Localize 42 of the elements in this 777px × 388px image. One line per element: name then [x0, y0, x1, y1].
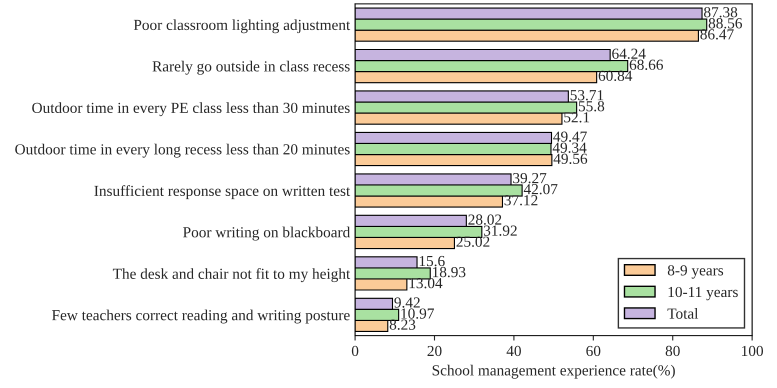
y-tick-label: Outdoor time in every long recess less than 20 minutes — [15, 144, 350, 158]
data-label: 13.04 — [410, 278, 442, 288]
data-label: 39.27 — [513, 172, 546, 184]
x-tick-label: 0 — [352, 346, 358, 356]
x-axis-title: School management experience rate(%) — [432, 364, 675, 379]
data-label: 31.92 — [484, 226, 517, 236]
data-label: 37.12 — [504, 195, 538, 206]
y-tick-label: Outdoor time in every PE class less than 30 minutes — [32, 102, 350, 116]
data-label: 25.02 — [456, 236, 490, 247]
data-label: 49.47 — [553, 132, 587, 142]
x-tick-label: 20 — [428, 346, 442, 356]
y-tick-label: Few teachers correct reading and writing posture — [52, 310, 350, 324]
data-label: 8.23 — [390, 319, 416, 330]
y-tick-label: Poor classroom lighting adjustment — [134, 19, 350, 34]
data-label: 15.6 — [420, 256, 445, 266]
data-label: 68.66 — [630, 60, 664, 70]
x-tick-label: 100 — [742, 346, 764, 356]
y-tick-label: The desk and chair not fit to my height — [112, 268, 350, 282]
legend-label: 10-11 years — [668, 286, 738, 300]
data-label: 49.34 — [552, 142, 587, 153]
x-tick-label: 60 — [586, 346, 600, 356]
data-label: 86.47 — [700, 29, 734, 40]
data-label: 49.56 — [554, 154, 588, 164]
data-label: 52.1 — [564, 112, 590, 122]
x-tick-label: 80 — [666, 346, 680, 356]
data-label: 87.38 — [704, 7, 738, 18]
data-label: 18.93 — [432, 266, 466, 278]
data-label: 53.71 — [570, 90, 604, 100]
y-tick-label: Insufficient response space on written test — [94, 185, 350, 200]
legend-label: Total — [668, 308, 698, 319]
data-label: 9.42 — [394, 297, 420, 308]
data-label: 28.02 — [468, 214, 502, 225]
x-tick-label: 40 — [506, 346, 521, 356]
data-label: 10.97 — [401, 308, 434, 319]
data-label: 55.8 — [578, 101, 604, 112]
data-label: 64.24 — [612, 48, 646, 59]
legend-label: 8-9 years — [668, 265, 724, 279]
data-label: 42.07 — [524, 184, 558, 194]
y-tick-label: Rarely go outside in class recess — [152, 60, 350, 75]
y-tick-label: Poor writing on blackboard — [183, 226, 350, 241]
data-label: 88.56 — [708, 18, 742, 29]
data-label: 60.84 — [598, 70, 632, 82]
